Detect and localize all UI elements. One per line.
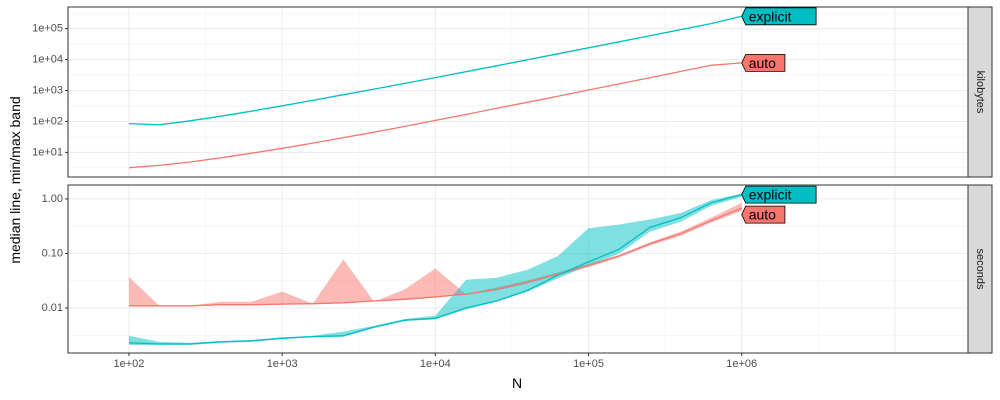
band-auto xyxy=(129,202,742,307)
label-box-auto xyxy=(741,54,786,72)
y-tick-label: 1e+02 xyxy=(32,115,63,127)
y-tick-label: 1e+03 xyxy=(32,85,63,97)
y-tick-label: 1e+04 xyxy=(32,54,63,66)
y-tick-label: 0.10 xyxy=(42,247,63,259)
y-tick-label: 1e+05 xyxy=(32,23,63,35)
panel-background xyxy=(68,7,968,177)
x-tick-label: 1e+06 xyxy=(726,358,757,370)
direct-label-auto: auto xyxy=(749,207,776,223)
facet-strip-label: seconds xyxy=(974,249,986,290)
x-tick-label: 1e+05 xyxy=(573,358,604,370)
y-tick-label: 1.00 xyxy=(42,193,63,205)
y-tick-label: 1e+01 xyxy=(32,146,63,158)
y-axis-title: median line, min/max band xyxy=(7,96,23,263)
band-explicit xyxy=(129,193,742,345)
y-tick-label: 0.01 xyxy=(42,302,63,314)
line-auto xyxy=(128,62,742,169)
panel-kilobytes: kilobytes 1e+01 1e+02 1e+03 1e+04 1e+05 explic… xyxy=(32,6,993,178)
panel-seconds: seconds 0.01 0.10 1.00 explicit auto xyxy=(42,184,993,354)
label-box-explicit xyxy=(741,185,817,204)
line-explicit xyxy=(128,15,742,126)
direct-label-explicit: explicit xyxy=(749,8,792,24)
facet-strip xyxy=(967,184,993,354)
x-tick-label: 1e+02 xyxy=(114,358,145,370)
line-explicit xyxy=(128,193,742,345)
x-axis-title: N xyxy=(512,375,522,391)
panel-background xyxy=(68,185,968,353)
facet-strip-label: kilobytes xyxy=(974,71,986,114)
label-box-auto xyxy=(741,205,786,224)
x-tick-label: 1e+04 xyxy=(420,358,451,370)
line-auto xyxy=(129,207,742,307)
direct-label-auto: auto xyxy=(749,55,776,71)
facet-strip xyxy=(967,6,993,178)
x-tick-label: 1e+03 xyxy=(267,358,298,370)
direct-label-explicit: explicit xyxy=(749,187,792,203)
label-box-explicit xyxy=(741,7,817,26)
